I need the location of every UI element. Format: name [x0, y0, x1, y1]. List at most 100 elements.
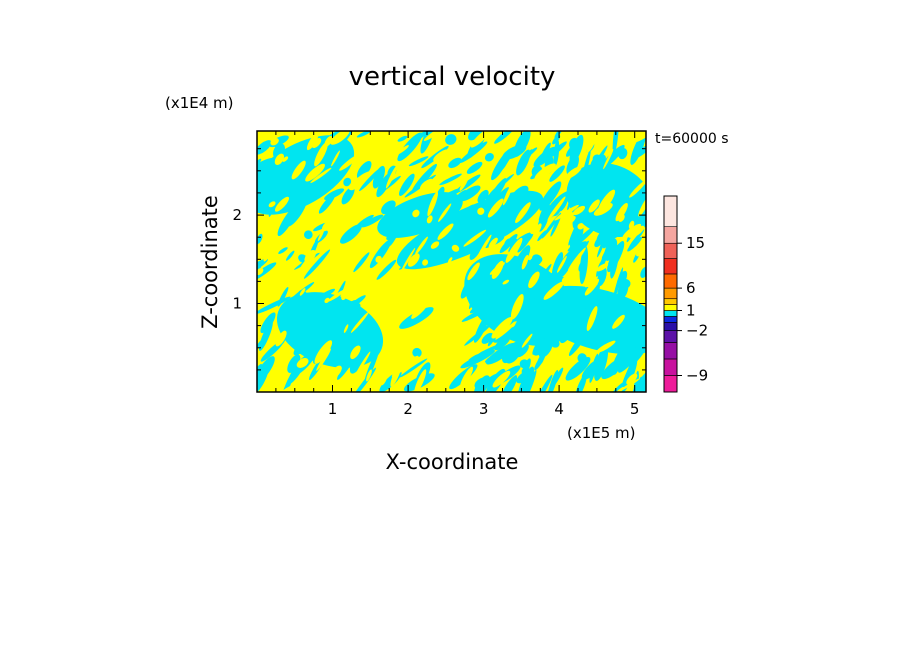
field-negative-streak [522, 358, 531, 376]
field-positive-streak [567, 247, 586, 271]
field-positive-streak [343, 324, 349, 333]
field-negative-streak [355, 319, 371, 332]
field-negative-streak [608, 365, 618, 376]
x-tick-label: 5 [630, 400, 640, 418]
field-positive-streak [534, 163, 556, 180]
field-negative-streak [533, 333, 557, 356]
field-negative-streak [468, 131, 486, 141]
field-positive-streak [543, 281, 565, 300]
field-negative-streak [435, 186, 445, 204]
field-negative-streak [447, 190, 467, 214]
time-label: t=60000 s [655, 131, 729, 147]
field-negative-streak [281, 176, 296, 197]
field-negative-streak [393, 206, 409, 221]
field-negative-streak [475, 303, 489, 312]
field-positive-streak [477, 207, 485, 215]
field-positive-streak [491, 260, 504, 279]
field-positive-streak [451, 244, 460, 252]
field-negative-streak [558, 194, 569, 212]
field-negative-streak [316, 288, 336, 301]
field-positive-streak [561, 276, 571, 285]
field-positive-streak [528, 271, 540, 289]
field-negative-streak [612, 335, 620, 348]
field-positive-streak [473, 348, 483, 355]
field-positive-streak [586, 131, 599, 153]
field-positive-streak [350, 345, 361, 360]
x-tick-label: 1 [328, 400, 338, 418]
colorbar-tick-label: 15 [686, 234, 705, 252]
field-negative-streak [552, 135, 561, 145]
field-negative-streak [640, 266, 646, 278]
field-positive-streak [618, 214, 625, 222]
field-positive-streak [310, 167, 332, 184]
field-negative-streak [585, 284, 600, 310]
field-negative-streak [341, 186, 355, 205]
field-positive-streak [521, 254, 529, 270]
field-negative-streak [500, 375, 518, 392]
field-positive-streak [438, 203, 452, 222]
field-positive-streak [587, 256, 602, 276]
field-positive-streak [411, 297, 432, 319]
field-negative-streak [539, 300, 557, 323]
field-negative-streak [466, 161, 483, 174]
field-positive-streak [266, 276, 276, 289]
field-negative-streak [257, 233, 263, 245]
field-positive-streak [395, 145, 409, 155]
field-positive-streak [636, 247, 646, 257]
field-negative-streak [535, 263, 552, 288]
field-negative-streak [311, 335, 331, 356]
field-negative-streak [429, 199, 442, 220]
field-positive-streak [566, 356, 573, 369]
field-positive-streak [327, 289, 346, 302]
field-negative-streak [589, 353, 599, 383]
field-positive-streak [442, 354, 458, 372]
field-negative-streak [550, 213, 562, 237]
field-positive-streak [330, 365, 342, 379]
y-tick-label: 1 [232, 295, 242, 313]
field-negative-streak [339, 224, 362, 244]
field-negative-streak [460, 270, 480, 299]
field-positive-streak [380, 371, 388, 386]
field-negative-streak [625, 329, 632, 344]
field-negative-streak [568, 328, 590, 356]
field-negative-streak [416, 247, 441, 265]
field-positive-streak [314, 142, 328, 167]
field-negative-streak [359, 168, 381, 192]
field-negative-streak [406, 131, 428, 147]
field-negative-streak [461, 305, 493, 322]
field-negative-streak [596, 226, 613, 243]
field-negative-streak [348, 300, 359, 312]
field-negative-streak [526, 298, 540, 316]
field-negative-streak [532, 336, 545, 355]
field-negative-streak [532, 374, 553, 392]
field-positive-streak [433, 149, 450, 162]
field-positive-streak [280, 269, 294, 279]
field-negative-streak [287, 354, 301, 373]
x-tick-label: 2 [403, 400, 413, 418]
field-positive-streak [547, 196, 566, 221]
colorbar-tick-label: 6 [686, 279, 696, 297]
y-tick-labels: 12 [232, 206, 242, 312]
field-negative-streak [524, 311, 534, 321]
field-positive-streak [487, 198, 504, 218]
field-positive-streak [421, 382, 442, 392]
field-positive-streak [491, 316, 513, 339]
field-negative-streak [361, 214, 384, 228]
colorbar-swatch [663, 342, 678, 360]
field-positive-streak [263, 238, 271, 249]
field-positive-streak [510, 294, 524, 320]
field-positive-streak [296, 358, 309, 368]
field-negative-streak [474, 375, 490, 392]
field-positive-streak [317, 229, 324, 242]
field-positive-streak [274, 196, 290, 212]
field-positive-streak [438, 155, 448, 170]
field-negative-streak [411, 163, 437, 193]
field-negative-streak [381, 200, 396, 215]
field-negative-streak [369, 239, 392, 269]
field-positive-streak [577, 223, 584, 230]
field-negative-streak [583, 177, 595, 212]
field-negative-streak [604, 292, 615, 325]
field-positive-streak [291, 160, 306, 180]
field-negative-streak [485, 192, 498, 203]
field-positive-streak [597, 189, 616, 214]
